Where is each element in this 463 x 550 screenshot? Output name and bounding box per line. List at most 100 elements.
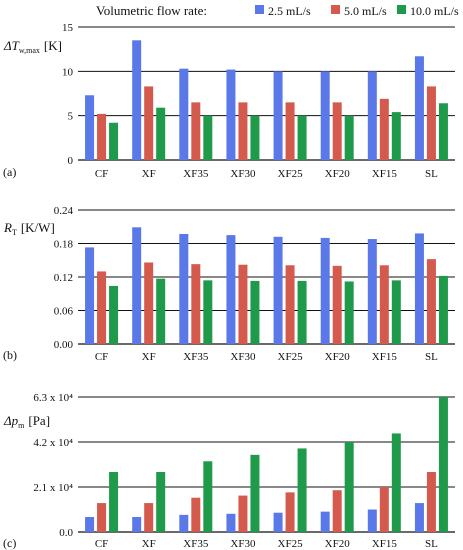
panel-a-xtick-label: XF30	[230, 168, 256, 180]
panel-a-ylabel-sub: w,max	[19, 46, 40, 55]
bar-c-xf30-s3	[250, 454, 260, 532]
panel-b-letter: (b)	[3, 348, 17, 362]
bar-b-xf-s2	[144, 262, 154, 344]
legend-label-1: 2.5 mL/s	[268, 4, 311, 18]
bar-b-xf20-s1	[320, 237, 330, 344]
panel-c-ytick-labels: 0.0 2.1 x 10⁴ 4.2 x 10⁴ 6.3 x 10⁴	[33, 392, 73, 539]
bar-c-xf30-s1	[226, 513, 236, 532]
legend-label-3: 10.0 mL/s	[410, 4, 459, 18]
panel-c-xtick-label: XF35	[183, 538, 209, 550]
bar-a-xf15-s2	[379, 98, 389, 160]
panel-b-ylabel: RT [K/W]	[3, 220, 55, 237]
bar-a-xf30-s1	[226, 69, 236, 160]
legend-swatch-2	[331, 5, 340, 14]
bar-c-cf-s3	[109, 472, 119, 532]
panel-a-ytick-label: 10	[62, 66, 74, 78]
bar-c-sl-s3	[438, 397, 448, 532]
panel-c-xtick-label: CF	[95, 538, 108, 550]
legend-swatch-3	[397, 5, 406, 14]
panel-b-ytick-labels: 0.00 0.06 0.12 0.18 0.24	[54, 205, 74, 351]
legend-swatch-1	[255, 5, 264, 14]
panel-a-letter: (a)	[3, 165, 16, 179]
bar-a-xf30-s3	[250, 115, 260, 160]
panel-c-xtick-label: XF25	[278, 538, 304, 550]
panel-a-xtick-label: SL	[425, 168, 438, 180]
panel-b-ytick-label: 0.06	[54, 306, 74, 318]
bar-a-xf-s3	[156, 107, 166, 160]
bar-c-xf15-s2	[379, 487, 389, 532]
bar-a-xf25-s3	[297, 115, 307, 160]
panel-c-xtick-label: XF30	[230, 538, 256, 550]
bar-a-sl-s1	[414, 56, 424, 161]
panel-b-xtick-label: XF15	[372, 351, 398, 363]
panel-a-ytick-label: 15	[62, 22, 74, 34]
bar-b-cf-s3	[109, 285, 119, 344]
panel-b-ytick-label: 0.12	[54, 272, 73, 284]
panel-a-ylabel: ΔTw,max [K]	[3, 38, 62, 55]
bar-c-xf35-s3	[203, 461, 213, 532]
bar-c-xf20-s3	[344, 442, 354, 532]
panel-b-ylabel-main: R	[3, 220, 12, 235]
bar-c-sl-s1	[414, 503, 424, 532]
bar-b-sl-s3	[438, 275, 448, 344]
panel-a-xtick-labels: CF XF XF35 XF30 XF25 XF20 XF15 SL	[95, 168, 438, 180]
bar-a-xf35-s2	[191, 102, 201, 160]
panel-a-xtick-label: XF25	[278, 168, 304, 180]
panel-b-ytick-label: 0.24	[54, 205, 74, 217]
panel-b-ytick-label: 0.18	[54, 239, 74, 251]
panel-a-ytick-label: 5	[68, 111, 74, 123]
bar-b-xf25-s1	[273, 236, 283, 344]
panel-c-ylabel: Δpm [Pa]	[3, 413, 50, 430]
legend-title: Volumetric flow rate:	[96, 3, 207, 18]
bar-a-sl-s2	[426, 86, 436, 160]
bar-a-xf-s2	[144, 86, 154, 160]
bar-c-xf35-s1	[179, 514, 189, 532]
bar-b-xf35-s1	[179, 234, 189, 344]
bar-b-xf30-s3	[250, 280, 260, 344]
panel-c-ylabel-main: Δp	[3, 413, 19, 428]
panel-c-xtick-label: XF	[142, 538, 156, 550]
panel-a-xtick-label: XF15	[372, 168, 398, 180]
panel-a-bars	[85, 40, 448, 161]
bar-c-xf25-s1	[273, 512, 283, 532]
legend: Volumetric flow rate: 2.5 mL/s 5.0 mL/s …	[96, 3, 459, 18]
legend-label-2: 5.0 mL/s	[344, 4, 387, 18]
panel-c-xtick-label: XF20	[325, 538, 351, 550]
bar-a-xf30-s2	[238, 102, 248, 160]
panel-c-ytick-label: 4.2 x 10⁴	[33, 437, 73, 449]
panel-c-ytick-label: 2.1 x 10⁴	[33, 482, 73, 494]
chart-panel-a: 0 5 10 15 CF XF XF35 XF30 XF25 XF20 XF15 SL ΔTw,ma…	[3, 22, 455, 180]
panel-a-xtick-label: CF	[95, 168, 108, 180]
bar-b-cf-s1	[85, 247, 95, 344]
bar-b-xf35-s3	[203, 280, 213, 344]
bar-b-xf-s1	[132, 227, 142, 344]
bar-b-xf15-s3	[391, 280, 401, 344]
panel-c-bars	[85, 397, 448, 532]
bar-b-xf25-s2	[285, 265, 295, 344]
bar-c-xf15-s3	[391, 433, 401, 532]
panel-b-xtick-label: XF35	[183, 351, 209, 363]
bar-a-sl-s3	[438, 103, 448, 160]
bar-c-xf35-s2	[191, 497, 201, 532]
bar-c-xf-s2	[144, 503, 154, 532]
bar-a-xf15-s3	[391, 112, 401, 160]
bar-c-xf-s3	[156, 472, 166, 532]
bar-c-cf-s2	[97, 503, 107, 532]
panel-b-xtick-label: CF	[95, 351, 108, 363]
panel-b-xtick-label: XF	[142, 351, 156, 363]
bar-b-xf-s3	[156, 278, 166, 344]
bar-c-sl-s2	[426, 472, 436, 532]
bar-b-xf20-s3	[344, 281, 354, 344]
panel-c-letter: (c)	[3, 536, 16, 550]
panel-b-xtick-label: XF25	[278, 351, 304, 363]
bar-c-xf20-s1	[320, 511, 330, 532]
bar-b-xf25-s3	[297, 280, 307, 344]
bar-b-cf-s2	[97, 271, 107, 344]
panel-c-ytick-label: 0.0	[59, 527, 73, 539]
panel-a-xtick-label: XF35	[183, 168, 209, 180]
panel-b-xtick-label: SL	[425, 351, 438, 363]
bar-b-xf20-s2	[332, 265, 342, 344]
bar-c-xf20-s2	[332, 490, 342, 532]
chart-panel-c: 0.0 2.1 x 10⁴ 4.2 x 10⁴ 6.3 x 10⁴ CF XF XF35 X…	[3, 392, 455, 550]
bar-a-xf25-s1	[273, 71, 283, 160]
